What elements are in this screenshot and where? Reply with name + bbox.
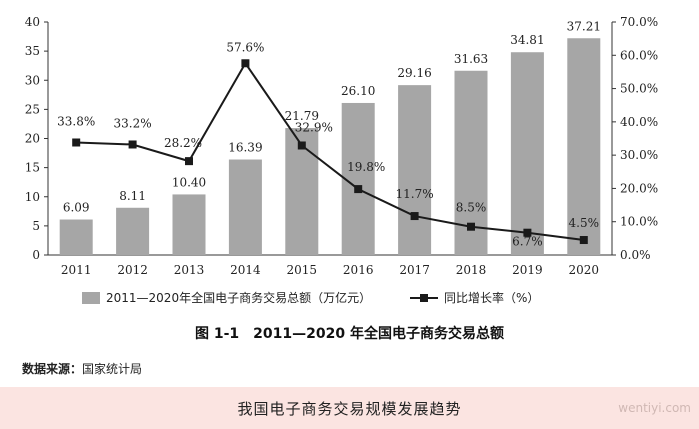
line-data-label: 32.9% <box>295 120 333 134</box>
footer-banner: 我国电子商务交易规模发展趋势 <box>0 387 699 429</box>
y-tick-left-label: 35 <box>25 44 40 58</box>
line-data-label: 6.7% <box>512 235 543 249</box>
line-marker <box>128 140 137 149</box>
line-data-label: 8.5% <box>456 201 487 215</box>
bar-data-label: 10.40 <box>172 175 206 189</box>
figure-caption: 图 1-1 2011—2020 年全国电子商务交易总额 <box>195 326 504 342</box>
y-tick-right-label: 10.0% <box>620 215 658 229</box>
line-data-label: 11.7% <box>396 187 434 201</box>
bar-data-label: 6.09 <box>63 201 90 215</box>
bar-data-label: 26.10 <box>341 84 375 98</box>
growth-line <box>76 61 584 242</box>
bar <box>59 219 93 255</box>
line-marker <box>185 157 193 166</box>
legend-bar-swatch <box>82 292 100 304</box>
x-tick-label: 2014 <box>230 263 261 277</box>
bar <box>228 159 262 255</box>
y-tick-left-label: 5 <box>32 219 40 233</box>
watermark: wentiyi.com <box>618 401 691 415</box>
line-data-label: 33.8% <box>57 114 95 128</box>
footer-title: 我国电子商务交易规模发展趋势 <box>237 399 462 418</box>
y-tick-left-label: 40 <box>25 15 40 29</box>
bar <box>567 38 601 255</box>
y-tick-right-label: 40.0% <box>620 115 658 129</box>
y-tick-right-label: 50.0% <box>620 82 658 96</box>
line-marker <box>297 141 306 150</box>
bar-data-label: 37.21 <box>567 19 601 33</box>
bar <box>341 102 375 255</box>
bar-data-label: 29.16 <box>397 66 431 80</box>
y-tick-left-label: 20 <box>25 132 40 146</box>
x-tick-label: 2016 <box>343 263 374 277</box>
line-data-label: 28.2% <box>164 136 202 150</box>
y-tick-right-label: 70.0% <box>620 15 658 29</box>
line-marker <box>579 236 588 245</box>
y-tick-left-label: 10 <box>25 190 40 204</box>
bar <box>172 194 206 255</box>
data-source-label: 数据来源： <box>22 362 83 376</box>
x-tick-label: 2020 <box>569 263 600 277</box>
bar-data-label: 21.79 <box>285 109 319 123</box>
line-marker <box>72 138 81 147</box>
line-data-label: 19.8% <box>347 160 385 174</box>
y-tick-right-label: 60.0% <box>620 48 658 62</box>
y-tick-right-label: 20.0% <box>620 181 658 195</box>
y-tick-left-label: 15 <box>25 161 40 175</box>
y-tick-left-label: 30 <box>25 73 40 87</box>
x-tick-label: 2012 <box>117 263 148 277</box>
y-tick-left-label: 0 <box>32 248 40 262</box>
x-tick-label: 2013 <box>174 263 205 277</box>
legend-line-marker <box>420 294 428 302</box>
bar-data-label: 16.39 <box>228 141 262 155</box>
bar-data-label: 8.11 <box>119 189 146 203</box>
line-data-label: 4.5% <box>569 216 600 230</box>
combo-chart: 0 5 10 15 20 25 30 35 40 0.0% 10.0% 20.0% 30.0% 40.0%… <box>25 15 658 305</box>
legend-line-label: 同比增长率（%） <box>444 290 539 305</box>
x-tick-label: 2017 <box>399 263 430 277</box>
line-marker <box>467 222 475 231</box>
bar-data-label: 31.63 <box>454 52 488 66</box>
data-source-value: 国家统计局 <box>82 362 143 376</box>
y-tick-right-label: 30.0% <box>620 148 658 162</box>
x-tick-label: 2011 <box>61 263 92 277</box>
line-marker <box>410 212 419 221</box>
line-marker <box>354 185 363 194</box>
bar <box>398 85 432 255</box>
legend-bar-label: 2011—2020年全国电子商务交易总额（万亿元） <box>106 290 371 305</box>
y-tick-right-label: 0.0% <box>620 248 651 262</box>
line-marker <box>523 228 532 237</box>
line-marker <box>241 59 250 68</box>
data-source: 数据来源：国家统计局 <box>22 360 142 377</box>
line-data-label: 33.2% <box>114 116 152 130</box>
bar <box>116 207 150 255</box>
bar-data-label: 34.81 <box>510 33 544 47</box>
x-tick-label: 2019 <box>512 263 543 277</box>
line-data-label: 57.6% <box>226 40 264 54</box>
bar <box>510 52 544 255</box>
y-tick-left-label: 25 <box>25 102 40 116</box>
x-tick-label: 2018 <box>456 263 487 277</box>
x-tick-label: 2015 <box>287 263 318 277</box>
